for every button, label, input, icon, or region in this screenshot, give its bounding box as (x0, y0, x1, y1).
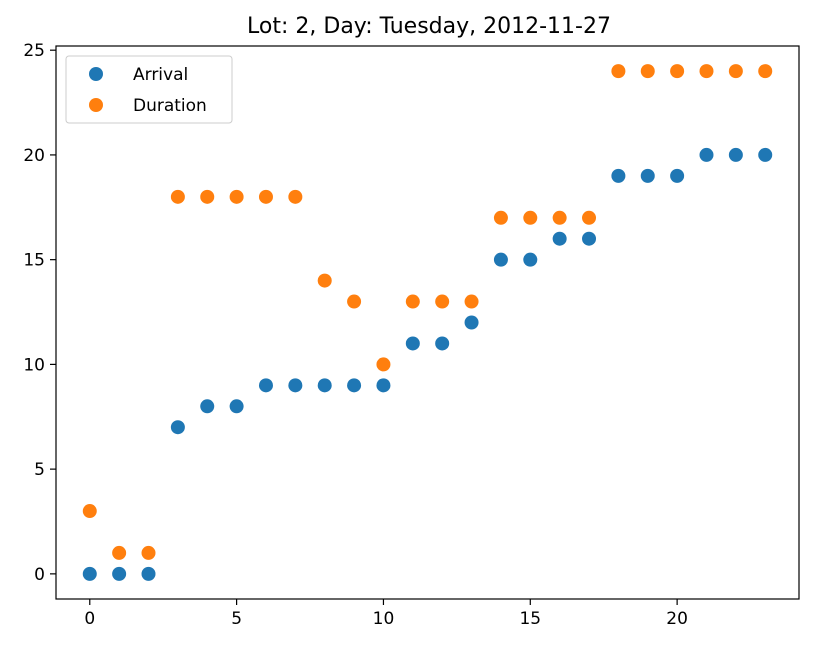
legend-label-arrival: Arrival (133, 65, 188, 85)
duration-point (200, 189, 215, 204)
x-tick-label: 20 (666, 609, 688, 629)
duration-point (640, 64, 655, 79)
duration-point (376, 357, 391, 372)
y-tick-label: 5 (34, 460, 45, 480)
arrival-point (82, 566, 97, 581)
arrival-point (347, 378, 362, 393)
data-points (82, 64, 773, 581)
duration-point (670, 64, 685, 79)
arrival-point (699, 147, 714, 162)
duration-point (758, 64, 773, 79)
y-tick-label: 15 (23, 251, 45, 271)
arrival-point (170, 420, 185, 435)
duration-point (464, 294, 479, 309)
duration-point (317, 273, 332, 288)
arrival-point (523, 252, 538, 267)
arrival-point (464, 315, 479, 330)
arrival-point (552, 231, 567, 246)
arrival-point (405, 336, 420, 351)
duration-point (170, 189, 185, 204)
duration-point (347, 294, 362, 309)
plot-frame (55, 45, 800, 600)
chart-title: Lot: 2, Day: Tuesday, 2012-11-27 (247, 14, 611, 39)
arrival-point (435, 336, 450, 351)
duration-point (699, 64, 714, 79)
arrival-point (229, 399, 244, 414)
duration-point (141, 545, 156, 560)
legend-box (65, 55, 233, 124)
duration-point (229, 189, 244, 204)
duration-point (582, 210, 597, 225)
duration-point (611, 64, 626, 79)
legend-marker-duration (89, 98, 103, 112)
arrival-point (493, 252, 508, 267)
y-tick-label: 20 (23, 146, 45, 166)
legend-marker-arrival (89, 67, 103, 81)
arrival-point (758, 147, 773, 162)
arrival-point (611, 168, 626, 183)
duration-point (258, 189, 273, 204)
duration-point (112, 545, 127, 560)
y-tick-label: 0 (34, 565, 45, 585)
series-duration (82, 64, 773, 560)
series-arrival (82, 147, 773, 581)
arrival-point (376, 378, 391, 393)
arrival-point (317, 378, 332, 393)
arrival-point (112, 566, 127, 581)
arrival-point (670, 168, 685, 183)
duration-point (82, 504, 97, 519)
duration-point (552, 210, 567, 225)
arrival-point (582, 231, 597, 246)
duration-point (493, 210, 508, 225)
y-tick-label: 10 (23, 355, 45, 375)
duration-point (405, 294, 420, 309)
duration-point (523, 210, 538, 225)
arrival-point (640, 168, 655, 183)
arrival-point (200, 399, 215, 414)
duration-point (728, 64, 743, 79)
y-tick-label: 25 (23, 41, 45, 61)
x-tick-label: 10 (373, 609, 395, 629)
duration-point (288, 189, 303, 204)
x-tick-label: 5 (231, 609, 242, 629)
arrival-point (288, 378, 303, 393)
arrival-point (141, 566, 156, 581)
arrival-point (258, 378, 273, 393)
arrival-point (728, 147, 743, 162)
legend-label-duration: Duration (133, 96, 207, 116)
legend: Arrival Duration (65, 55, 233, 124)
x-tick-label: 15 (519, 609, 541, 629)
duration-point (435, 294, 450, 309)
x-tick-label: 0 (84, 609, 95, 629)
axes: 0 5 10 15 20 0 5 10 15 20 25 (23, 41, 800, 629)
